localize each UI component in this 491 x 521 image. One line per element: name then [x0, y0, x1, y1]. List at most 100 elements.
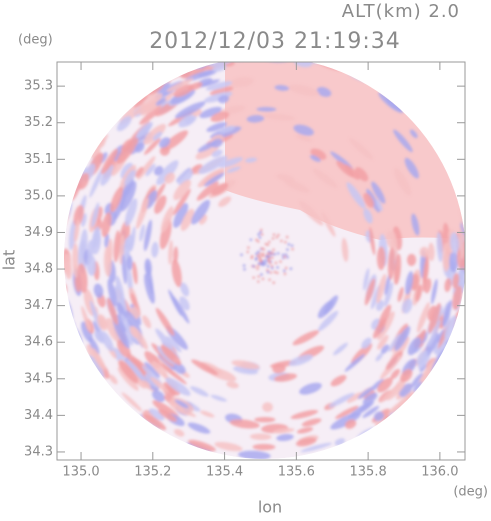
radar-echo — [191, 199, 211, 225]
radar-echo — [124, 198, 138, 227]
radar-echo — [141, 380, 151, 390]
radar-echo — [384, 273, 391, 296]
radar-echo — [407, 337, 422, 356]
radar-echo — [256, 267, 259, 270]
radar-echo — [285, 235, 289, 239]
radar-echo — [209, 86, 234, 96]
radar-echo — [266, 243, 270, 246]
radar-echo — [273, 270, 277, 274]
radar-echo — [295, 437, 317, 447]
radar-echo — [272, 281, 275, 284]
radar-echo — [277, 233, 280, 237]
radar-echo — [267, 250, 271, 253]
radar-echo — [197, 167, 226, 188]
radar-echo — [264, 262, 267, 265]
radar-echo — [412, 381, 423, 392]
radar-echo — [312, 168, 338, 188]
radar-echo — [399, 383, 413, 397]
radar-echo — [290, 244, 294, 247]
radar-echo — [256, 106, 277, 112]
radar-echo — [422, 258, 428, 292]
radar-echo — [257, 264, 260, 268]
radar-echo — [106, 317, 121, 343]
radar-echo — [135, 166, 144, 178]
radar-echo — [124, 169, 135, 186]
radar-echo — [116, 339, 131, 358]
radar-echo — [234, 53, 249, 62]
radar-echo — [123, 237, 131, 260]
radar-echo — [283, 179, 310, 193]
radar-echo — [88, 337, 100, 355]
radar-echo — [266, 270, 270, 274]
radar-echo — [168, 239, 173, 265]
radar-echo — [246, 250, 249, 254]
radar-echo — [417, 302, 430, 333]
radar-echo — [152, 390, 165, 402]
radar-echo — [152, 131, 163, 141]
radar-echo — [89, 167, 104, 198]
radar-echo — [274, 85, 290, 91]
radar-echo — [404, 157, 419, 179]
radar-echo — [458, 227, 465, 260]
radar-echo — [283, 255, 287, 259]
radar-echo — [262, 402, 273, 412]
radar-echo — [265, 254, 269, 258]
radar-echo — [261, 277, 265, 281]
radar-echo — [449, 250, 459, 273]
radar-echo — [198, 70, 217, 78]
radar-echo — [344, 164, 360, 180]
radar-echo — [134, 142, 145, 153]
radar-echo — [73, 219, 80, 243]
radar-echo — [299, 382, 322, 395]
radar-echo — [173, 203, 189, 228]
radar-echo — [92, 226, 101, 248]
radar-echo — [363, 268, 370, 291]
radar-echo — [125, 261, 133, 294]
radar-echo — [144, 137, 161, 155]
radar-echo — [262, 263, 265, 267]
radar-echo — [77, 263, 88, 293]
x-unit: (deg) — [453, 485, 488, 500]
radar-echo — [260, 247, 264, 250]
radar-echo — [457, 272, 465, 283]
radar-echo — [272, 233, 276, 236]
radar-echo — [362, 392, 378, 405]
radar-field — [64, 53, 465, 459]
radar-echo — [173, 179, 192, 201]
y-tick-label: 34.6 — [24, 335, 53, 350]
radar-echo — [444, 315, 457, 341]
radar-echo — [86, 254, 97, 276]
radar-echo — [81, 305, 91, 332]
radar-echo — [436, 231, 443, 263]
radar-echo — [387, 382, 406, 401]
radar-echo — [284, 253, 288, 256]
radar-echo — [333, 342, 348, 356]
radar-echo — [143, 124, 166, 145]
radar-echo — [363, 192, 374, 208]
radar-echo — [394, 168, 411, 196]
radar-echo — [385, 356, 398, 370]
radar-echo — [411, 213, 420, 236]
radar-echo — [266, 265, 270, 268]
radar-echo — [139, 105, 164, 125]
radar-echo — [245, 157, 257, 163]
radar-echo — [151, 361, 168, 377]
radar-echo — [116, 116, 132, 132]
radar-echo — [210, 111, 230, 122]
radar-echo — [160, 345, 182, 366]
radar-echo — [177, 169, 194, 185]
radar-echo — [328, 392, 355, 408]
radar-echo — [257, 250, 260, 254]
radar-echo — [218, 95, 229, 104]
radar-echo — [87, 239, 95, 259]
radar-echo — [274, 261, 278, 265]
radar-echo — [378, 92, 404, 113]
radar-echo — [252, 264, 255, 268]
radar-echo — [335, 405, 359, 419]
radar-echo — [419, 246, 429, 258]
radar-echo — [107, 238, 113, 265]
radar-echo — [418, 363, 435, 386]
radar-echo — [258, 252, 262, 255]
radar-echo — [91, 347, 106, 371]
radar-echo — [301, 418, 322, 427]
